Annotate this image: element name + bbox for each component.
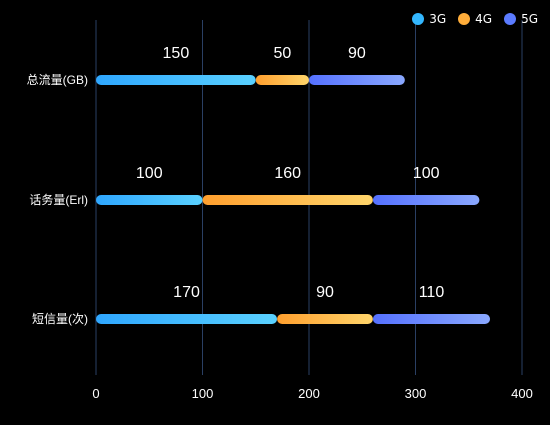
- x-tick-label: 100: [192, 386, 214, 401]
- bar-segment-5g: [372, 314, 491, 324]
- legend-swatch: [412, 13, 425, 25]
- bar-segment-4g: [255, 75, 309, 85]
- legend-swatch: [458, 13, 471, 25]
- category-label: 话务量(Erl): [29, 192, 88, 207]
- value-label: 100: [413, 165, 440, 182]
- value-label: 170: [173, 284, 200, 301]
- bar-segment-5g: [372, 195, 480, 205]
- bar-segment-5g: [309, 75, 405, 85]
- bar-segment-4g: [202, 195, 373, 205]
- legend-label: 3G: [429, 12, 447, 26]
- value-label: 150: [163, 45, 190, 62]
- bars: [96, 75, 491, 324]
- x-tick-label: 300: [405, 386, 427, 401]
- x-tick-label: 400: [511, 386, 533, 401]
- legend-label: 4G: [475, 12, 493, 26]
- bar-segment-3g: [96, 195, 203, 205]
- value-label: 90: [348, 45, 366, 62]
- legend-swatch: [504, 13, 517, 25]
- value-label: 100: [136, 165, 163, 182]
- value-label: 50: [273, 45, 291, 62]
- category-label: 总流量(GB): [27, 73, 88, 87]
- bar-segment-3g: [96, 314, 278, 324]
- category-label: 短信量(次): [32, 312, 88, 326]
- legend-label: 5G: [521, 12, 538, 26]
- x-tick-label: 0: [92, 386, 99, 401]
- value-label: 160: [274, 165, 301, 182]
- legend-item-3g[interactable]: 3G: [412, 12, 446, 26]
- legend-item-4g[interactable]: 4G: [458, 12, 492, 26]
- bar-segment-3g: [96, 75, 256, 85]
- x-tick-label: 200: [298, 386, 320, 401]
- x-axis-labels: 0 100 200 300 400: [92, 386, 532, 401]
- value-label: 90: [316, 284, 334, 301]
- data-labels: 150 50 90 100 160 100 170 90 110: [136, 45, 444, 301]
- legend: 3G 4G 5G: [412, 12, 538, 26]
- bar-segment-4g: [277, 314, 373, 324]
- y-axis-labels: 总流量(GB) 话务量(Erl) 短信量(次): [27, 73, 88, 326]
- value-label: 110: [419, 284, 445, 301]
- legend-item-5g[interactable]: 5G: [504, 12, 538, 26]
